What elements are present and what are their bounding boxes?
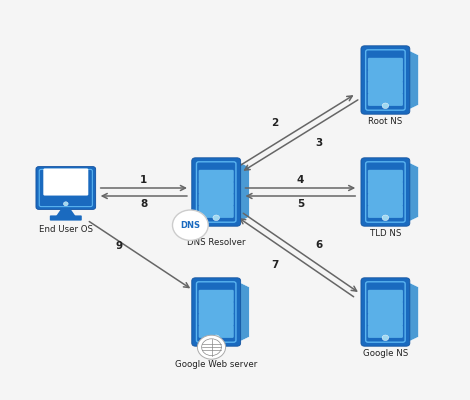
FancyBboxPatch shape (43, 168, 88, 196)
Text: End User OS: End User OS (39, 225, 93, 234)
Polygon shape (406, 281, 418, 343)
FancyBboxPatch shape (192, 158, 241, 226)
Text: 7: 7 (271, 260, 279, 270)
FancyBboxPatch shape (368, 58, 403, 70)
Text: 4: 4 (297, 175, 304, 185)
Text: Root NS: Root NS (368, 117, 402, 126)
Circle shape (382, 215, 389, 221)
FancyBboxPatch shape (361, 46, 410, 114)
FancyBboxPatch shape (361, 158, 410, 226)
FancyBboxPatch shape (368, 314, 403, 326)
FancyBboxPatch shape (199, 302, 234, 314)
Text: 6: 6 (316, 240, 323, 250)
Circle shape (382, 103, 389, 108)
Text: TLD NS: TLD NS (370, 229, 401, 238)
Polygon shape (237, 281, 249, 343)
Text: 5: 5 (297, 199, 304, 209)
Text: Google NS: Google NS (363, 349, 408, 358)
FancyBboxPatch shape (368, 290, 403, 302)
FancyBboxPatch shape (368, 194, 403, 206)
FancyBboxPatch shape (199, 194, 234, 206)
Text: Google Web server: Google Web server (175, 360, 258, 369)
FancyBboxPatch shape (199, 325, 234, 338)
FancyBboxPatch shape (199, 205, 234, 218)
FancyBboxPatch shape (368, 205, 403, 218)
Text: DNS Resolver: DNS Resolver (187, 238, 245, 247)
FancyBboxPatch shape (36, 166, 96, 209)
FancyBboxPatch shape (368, 302, 403, 314)
Text: 1: 1 (140, 175, 148, 185)
FancyBboxPatch shape (50, 215, 82, 221)
FancyBboxPatch shape (192, 278, 241, 346)
Polygon shape (55, 206, 76, 217)
FancyBboxPatch shape (368, 70, 403, 82)
FancyBboxPatch shape (199, 290, 234, 302)
Text: 8: 8 (140, 199, 148, 209)
Text: 2: 2 (272, 118, 279, 128)
FancyBboxPatch shape (368, 93, 403, 106)
FancyBboxPatch shape (368, 82, 403, 94)
Polygon shape (237, 161, 249, 223)
FancyBboxPatch shape (199, 182, 234, 194)
Circle shape (63, 202, 68, 206)
FancyBboxPatch shape (361, 278, 410, 346)
Circle shape (213, 335, 219, 340)
Text: DNS: DNS (180, 221, 200, 230)
Polygon shape (406, 49, 418, 111)
FancyBboxPatch shape (368, 325, 403, 338)
FancyBboxPatch shape (199, 314, 234, 326)
Text: 9: 9 (115, 241, 122, 251)
Circle shape (213, 215, 219, 221)
FancyBboxPatch shape (368, 170, 403, 182)
Circle shape (382, 335, 389, 340)
Circle shape (197, 335, 226, 359)
Text: 3: 3 (316, 138, 323, 148)
Polygon shape (406, 161, 418, 223)
FancyBboxPatch shape (368, 182, 403, 194)
Circle shape (172, 210, 208, 240)
FancyBboxPatch shape (199, 170, 234, 182)
